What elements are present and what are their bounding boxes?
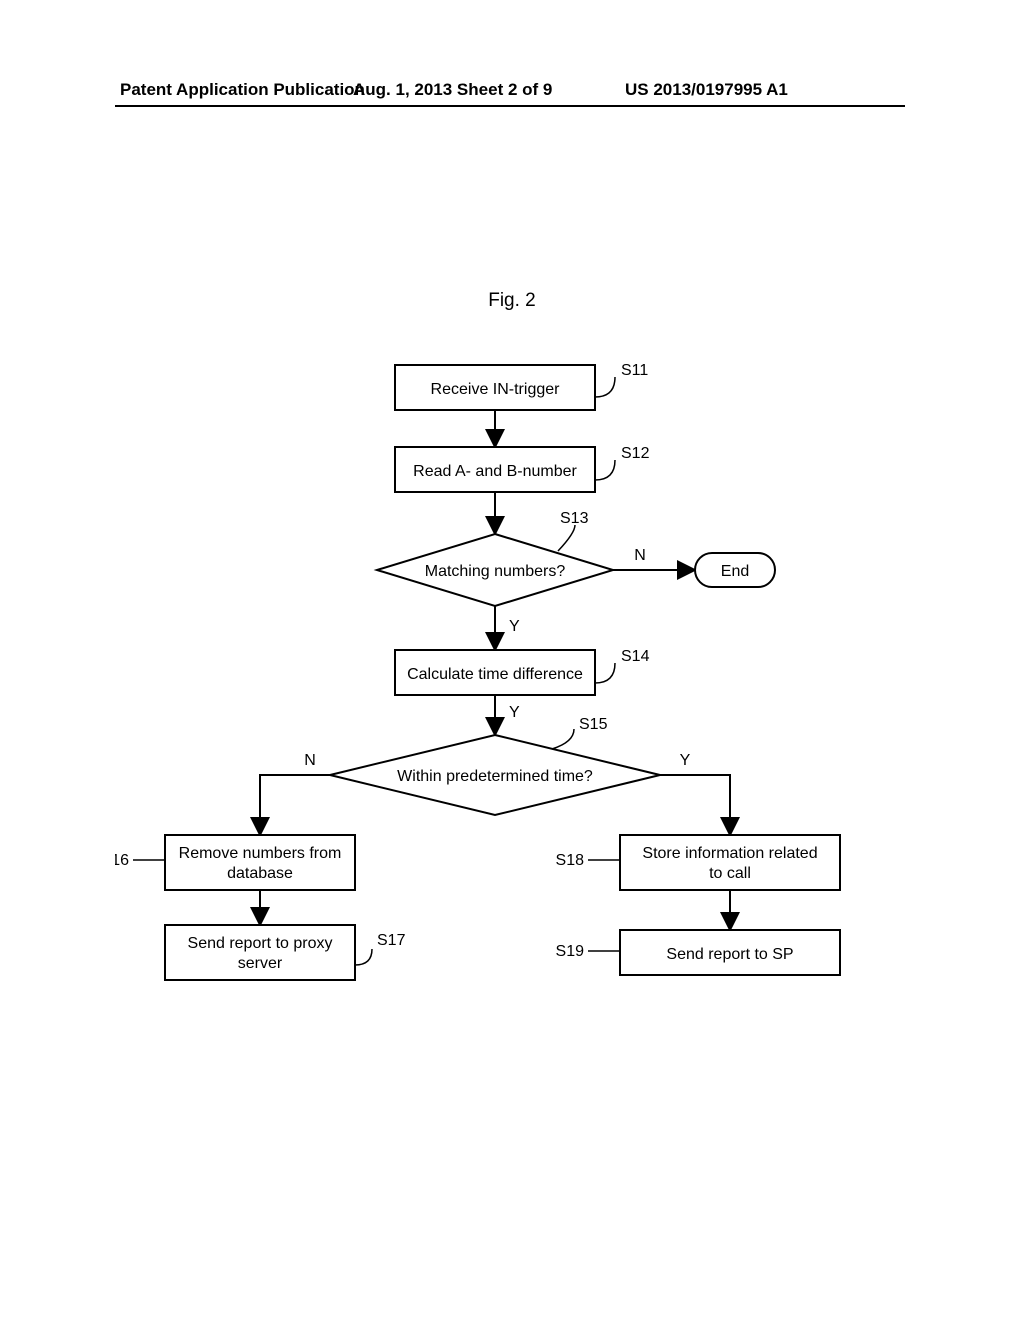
figure-title: Fig. 2	[0, 290, 1024, 312]
header-mid: Aug. 1, 2013 Sheet 2 of 9	[353, 80, 552, 100]
branch-s14-y: Y	[509, 704, 520, 721]
node-s12-text: Read A- and B-number	[413, 463, 577, 480]
lead-s14	[595, 663, 615, 683]
node-s11-text: Receive IN-trigger	[431, 381, 561, 398]
branch-s13-y: Y	[509, 618, 520, 635]
lead-s11	[595, 377, 615, 397]
label-s19: S19	[556, 943, 585, 960]
lead-s13	[558, 525, 575, 551]
node-s16-l2: database	[227, 865, 293, 882]
label-s14: S14	[621, 648, 650, 665]
branch-s15-n: N	[304, 752, 316, 769]
lead-s17	[355, 949, 372, 965]
node-s13-text: Matching numbers?	[425, 563, 566, 580]
branch-s15-y: Y	[680, 752, 691, 769]
label-s13: S13	[560, 510, 589, 527]
header-rule	[115, 105, 905, 107]
arrow-s15-s18	[660, 775, 730, 833]
lead-s15	[552, 729, 574, 749]
flowchart: Receive IN-trigger S11 Read A- and B-num…	[115, 355, 905, 1035]
node-s18-l1: Store information related	[642, 845, 817, 862]
branch-s13-n: N	[634, 547, 646, 564]
node-end-text: End	[721, 563, 749, 580]
label-s17: S17	[377, 932, 406, 949]
header-left: Patent Application Publication	[120, 80, 365, 100]
label-s12: S12	[621, 445, 650, 462]
label-s18: S18	[556, 852, 585, 869]
header-right: US 2013/0197995 A1	[625, 80, 788, 100]
node-s17-l1: Send report to proxy	[188, 935, 333, 952]
label-s11: S11	[621, 362, 648, 379]
label-s16: S16	[115, 852, 129, 869]
node-s16-l1: Remove numbers from	[179, 845, 342, 862]
lead-s12	[595, 460, 615, 480]
node-s14-text: Calculate time difference	[407, 666, 583, 683]
node-s17-l2: server	[238, 955, 283, 972]
label-s15: S15	[579, 716, 608, 733]
arrow-s15-s16	[260, 775, 330, 833]
node-s19-text: Send report to SP	[666, 946, 793, 963]
node-s15-text: Within predetermined time?	[397, 768, 593, 785]
node-s18-l2: to call	[709, 865, 751, 882]
